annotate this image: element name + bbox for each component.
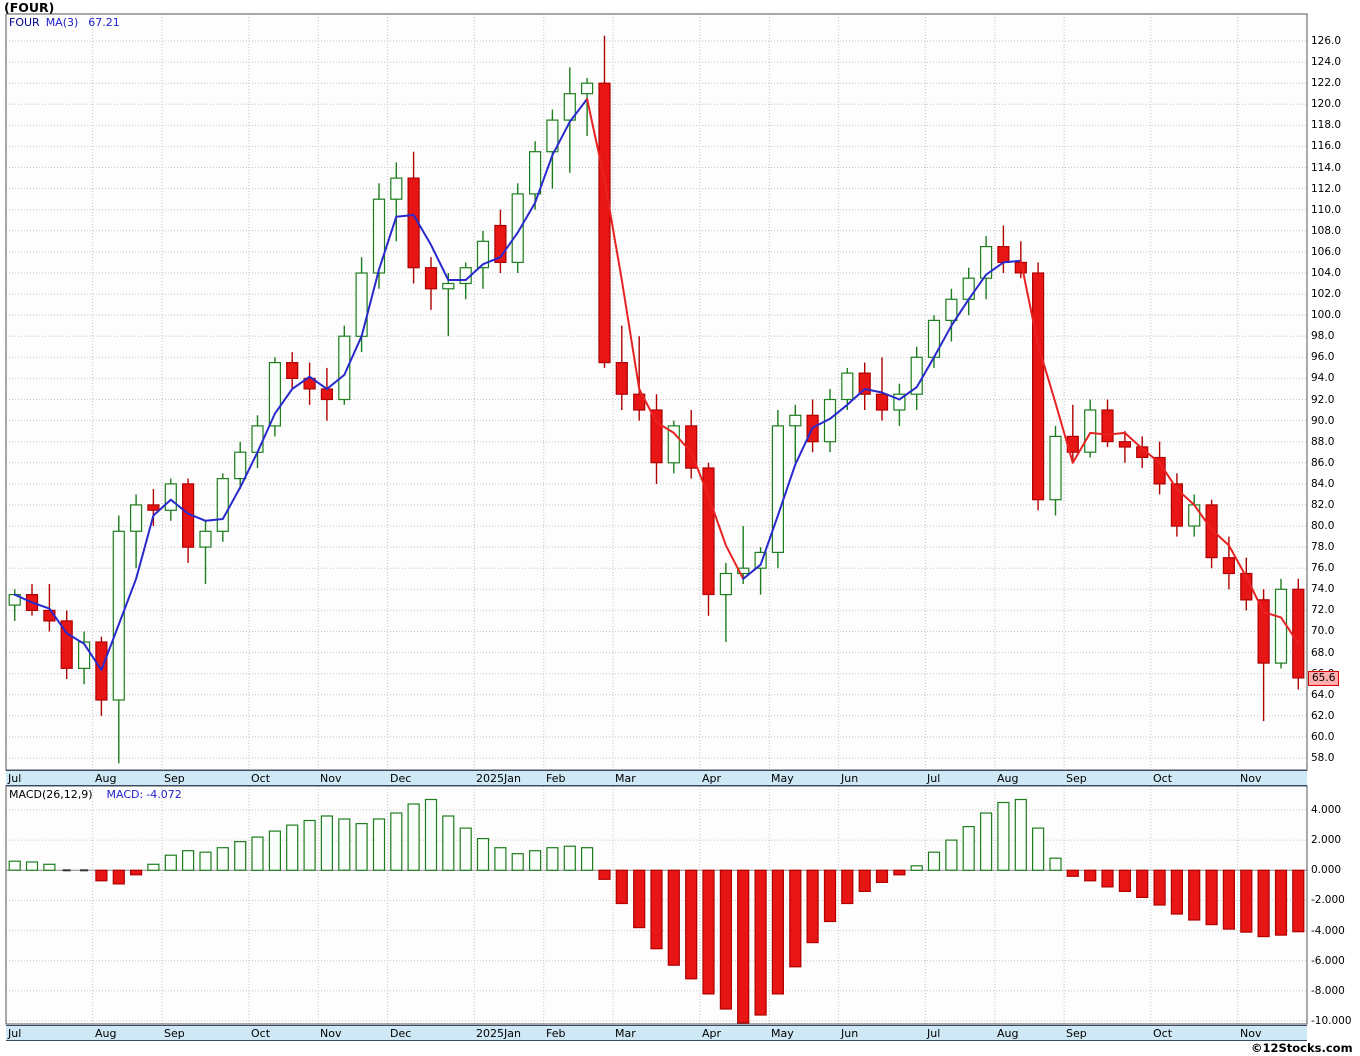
price-tick-label: 94.0 xyxy=(1311,372,1335,384)
month-label: Aug xyxy=(95,1027,117,1040)
price-tick-label: 90.0 xyxy=(1311,415,1335,427)
price-tick-label: 98.0 xyxy=(1311,330,1335,342)
price-tick-label: 60.0 xyxy=(1311,731,1335,743)
price-tick-label: 92.0 xyxy=(1311,394,1335,406)
month-label: Oct xyxy=(251,772,271,785)
month-label: Mar xyxy=(615,772,636,785)
price-tick-label: 88.0 xyxy=(1311,436,1335,448)
price-tick-label: 80.0 xyxy=(1311,520,1335,532)
price-tick-label: 86.0 xyxy=(1311,457,1335,469)
price-tick-label: 70.0 xyxy=(1311,625,1335,637)
month-label: Feb xyxy=(546,772,566,785)
last-price-tag: 65.6 xyxy=(1308,671,1340,686)
month-label: Sep xyxy=(1066,1027,1087,1040)
copyright: ©12Stocks.com xyxy=(1251,1041,1353,1055)
month-label: Apr xyxy=(702,772,722,785)
price-tick-label: 64.0 xyxy=(1311,689,1335,701)
macd-tick-label: -6.000 xyxy=(1311,955,1345,967)
price-tick-label: 118.0 xyxy=(1311,119,1342,131)
price-tick-label: 110.0 xyxy=(1311,204,1342,216)
month-label: 2025Jan xyxy=(476,772,521,785)
price-tick-label: 126.0 xyxy=(1311,35,1342,47)
price-tick-label: 124.0 xyxy=(1311,56,1342,68)
macd-tick-label: 4.000 xyxy=(1311,804,1342,816)
price-tick-label: 114.0 xyxy=(1311,162,1342,174)
price-tick-label: 84.0 xyxy=(1311,478,1335,490)
month-label: Jul xyxy=(927,772,941,785)
macd-indicator-label: MACD(26,12,9) xyxy=(9,788,93,801)
month-label: Aug xyxy=(997,772,1019,785)
month-label: Oct xyxy=(1153,772,1173,785)
price-tick-label: 72.0 xyxy=(1311,604,1335,616)
macd-label: MACD: xyxy=(106,788,144,801)
month-label: Nov xyxy=(1240,1027,1262,1040)
month-label: Jun xyxy=(841,772,859,785)
price-tick-label: 112.0 xyxy=(1311,183,1342,195)
month-label: Apr xyxy=(702,1027,722,1040)
month-label: 2025Jan xyxy=(476,1027,521,1040)
price-tick-label: 108.0 xyxy=(1311,225,1342,237)
month-label: Oct xyxy=(1153,1027,1173,1040)
month-label: Sep xyxy=(164,772,185,785)
month-label: Feb xyxy=(546,1027,566,1040)
month-label: May xyxy=(771,772,794,785)
price-tick-label: 122.0 xyxy=(1311,77,1342,89)
macd-tick-label: -4.000 xyxy=(1311,925,1345,937)
macd-tick-label: 0.000 xyxy=(1311,864,1342,876)
symbol-label: FOUR xyxy=(9,16,40,29)
macd-legend: MACD(26,12,9) MACD: -4.072 xyxy=(9,788,182,801)
price-tick-label: 68.0 xyxy=(1311,647,1335,659)
month-label: Nov xyxy=(320,772,342,785)
macd-tick-label: -2.000 xyxy=(1311,894,1345,906)
month-label: Aug xyxy=(997,1027,1019,1040)
page-title: (FOUR) xyxy=(4,0,55,15)
price-tick-label: 120.0 xyxy=(1311,98,1342,110)
main-chart-legend: FOUR MA(3) 67.21 xyxy=(9,16,120,29)
price-tick-label: 116.0 xyxy=(1311,140,1342,152)
month-label: Jun xyxy=(841,1027,859,1040)
month-label: Nov xyxy=(1240,772,1262,785)
price-tick-label: 102.0 xyxy=(1311,288,1342,300)
month-label: Jul xyxy=(927,1027,941,1040)
macd-tick-label: 2.000 xyxy=(1311,834,1342,846)
macd-tick-label: -8.000 xyxy=(1311,985,1345,997)
xaxis-band-macd: Jul Aug Sep Oct Nov Dec 2025Jan Feb Mar Apr May Jun… xyxy=(6,1025,1307,1041)
ma-value: 67.21 xyxy=(88,16,120,29)
price-tick-label: 96.0 xyxy=(1311,351,1335,363)
month-label: Nov xyxy=(320,1027,342,1040)
month-label: Jul xyxy=(8,772,22,785)
month-label: Sep xyxy=(164,1027,185,1040)
price-tick-label: 62.0 xyxy=(1311,710,1335,722)
month-label: Oct xyxy=(251,1027,271,1040)
macd-tick-label: -10.000 xyxy=(1311,1015,1352,1027)
month-label: Aug xyxy=(95,772,117,785)
price-tick-label: 106.0 xyxy=(1311,246,1342,258)
price-tick-label: 104.0 xyxy=(1311,267,1342,279)
month-label: Dec xyxy=(390,772,412,785)
price-tick-label: 82.0 xyxy=(1311,499,1335,511)
price-tick-label: 58.0 xyxy=(1311,752,1335,764)
month-label: Mar xyxy=(615,1027,636,1040)
xaxis-band-main: Jul Aug Sep Oct Nov Dec 2025Jan Feb Mar Apr May Jun… xyxy=(6,770,1307,786)
month-label: Jul xyxy=(8,1027,22,1040)
month-label: Sep xyxy=(1066,772,1087,785)
price-tick-label: 76.0 xyxy=(1311,562,1335,574)
month-label: May xyxy=(771,1027,794,1040)
ma-indicator-label: MA(3) xyxy=(45,16,79,29)
price-tick-label: 78.0 xyxy=(1311,541,1335,553)
price-tick-label: 74.0 xyxy=(1311,583,1335,595)
month-label: Dec xyxy=(390,1027,412,1040)
macd-value: -4.072 xyxy=(146,788,182,801)
price-tick-label: 100.0 xyxy=(1311,309,1342,321)
